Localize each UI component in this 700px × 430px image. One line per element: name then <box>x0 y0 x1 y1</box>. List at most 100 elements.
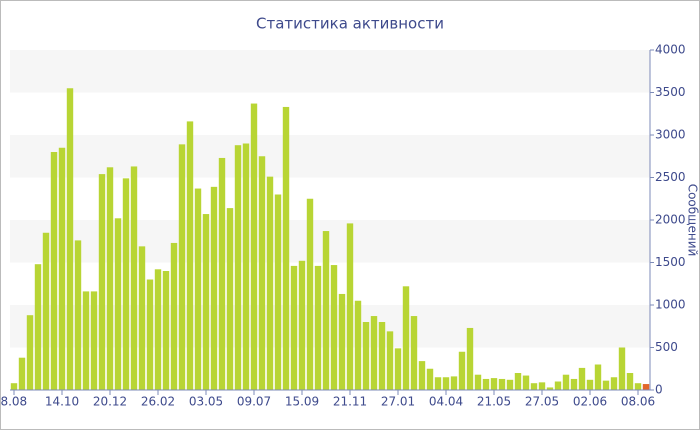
bar <box>482 378 490 390</box>
y-tick-label: 500 <box>655 340 678 354</box>
y-axis-label: Сообщений <box>686 184 700 257</box>
grid-band <box>10 220 650 263</box>
bar <box>466 327 474 390</box>
y-tick-label: 3000 <box>655 128 686 142</box>
bar <box>370 316 378 390</box>
bar <box>642 384 650 390</box>
bar <box>90 291 98 390</box>
bar <box>10 383 18 390</box>
grid-band <box>10 135 650 178</box>
bar <box>130 166 138 390</box>
bar <box>26 315 34 390</box>
bar <box>442 377 450 390</box>
x-tick-label: 09.07 <box>237 395 271 409</box>
x-tick-label: 20.12 <box>93 395 127 409</box>
bar <box>314 265 322 390</box>
bar <box>626 373 634 390</box>
bar <box>274 194 282 390</box>
bar <box>402 286 410 390</box>
bar <box>66 88 74 390</box>
bar <box>250 103 258 391</box>
bar <box>306 198 314 390</box>
x-tick-label: 27.01 <box>381 395 415 409</box>
bar <box>530 383 538 390</box>
x-tick-label: 14.10 <box>45 395 79 409</box>
grid-band <box>10 50 650 93</box>
x-tick-label: 02.06 <box>573 395 607 409</box>
bar <box>290 265 298 390</box>
bar <box>346 223 354 390</box>
bar <box>234 145 242 390</box>
bar <box>170 242 178 390</box>
bar <box>50 152 58 390</box>
bar <box>98 174 106 390</box>
x-tick-label: 08.06 <box>621 395 655 409</box>
x-tick-label: 21.05 <box>477 395 511 409</box>
x-tick-label: 08.08 <box>0 395 27 409</box>
y-tick-label: 2500 <box>655 170 686 184</box>
bar <box>82 291 90 390</box>
x-tick-label: 15.09 <box>285 395 319 409</box>
y-tick-label: 2000 <box>655 213 686 227</box>
bar <box>522 375 530 390</box>
bar <box>330 265 338 390</box>
bar <box>122 178 130 390</box>
bar <box>474 374 482 390</box>
bar <box>154 269 162 390</box>
bar <box>578 367 586 390</box>
x-tick-label: 04.04 <box>429 395 463 409</box>
bar <box>554 381 562 390</box>
bar <box>394 348 402 390</box>
bar <box>610 377 618 390</box>
bar <box>34 264 42 390</box>
bar <box>450 376 458 390</box>
bar <box>266 176 274 390</box>
bar <box>514 373 522 390</box>
bar <box>410 316 418 390</box>
bar <box>458 351 466 390</box>
bar <box>162 271 170 390</box>
bar <box>562 374 570 390</box>
bar <box>634 383 642 390</box>
bar <box>506 379 514 390</box>
bar <box>186 121 194 391</box>
bar <box>218 157 226 390</box>
y-tick-label: 3500 <box>655 85 686 99</box>
chart-title: Статистика активности <box>256 15 444 33</box>
y-tick-label: 1500 <box>655 255 686 269</box>
bar <box>618 347 626 390</box>
bar <box>74 240 82 390</box>
bar <box>354 300 362 390</box>
y-tick-label: 4000 <box>655 43 686 57</box>
bar <box>434 377 442 390</box>
bar <box>282 106 290 390</box>
bar <box>426 368 434 390</box>
bar <box>570 378 578 390</box>
bar <box>418 361 426 390</box>
bar <box>202 214 210 390</box>
x-tick-label: 03.05 <box>189 395 223 409</box>
bar <box>538 382 546 390</box>
bar <box>594 364 602 390</box>
bar <box>490 378 498 390</box>
bar <box>386 331 394 390</box>
bar <box>338 293 346 390</box>
bar <box>586 379 594 390</box>
bar <box>546 387 554 390</box>
bar <box>178 144 186 390</box>
x-tick-label: 21.11 <box>333 395 367 409</box>
bar <box>210 186 218 390</box>
bar <box>106 167 114 390</box>
x-tick-label: 26.02 <box>141 395 175 409</box>
bar <box>146 279 154 390</box>
bar <box>42 232 50 390</box>
bar <box>114 218 122 390</box>
bar <box>362 322 370 390</box>
bar <box>242 143 250 390</box>
y-tick-label: 0 <box>655 383 663 397</box>
bar <box>226 208 234 390</box>
bar <box>58 147 66 390</box>
bar <box>194 188 202 390</box>
bar <box>322 231 330 390</box>
